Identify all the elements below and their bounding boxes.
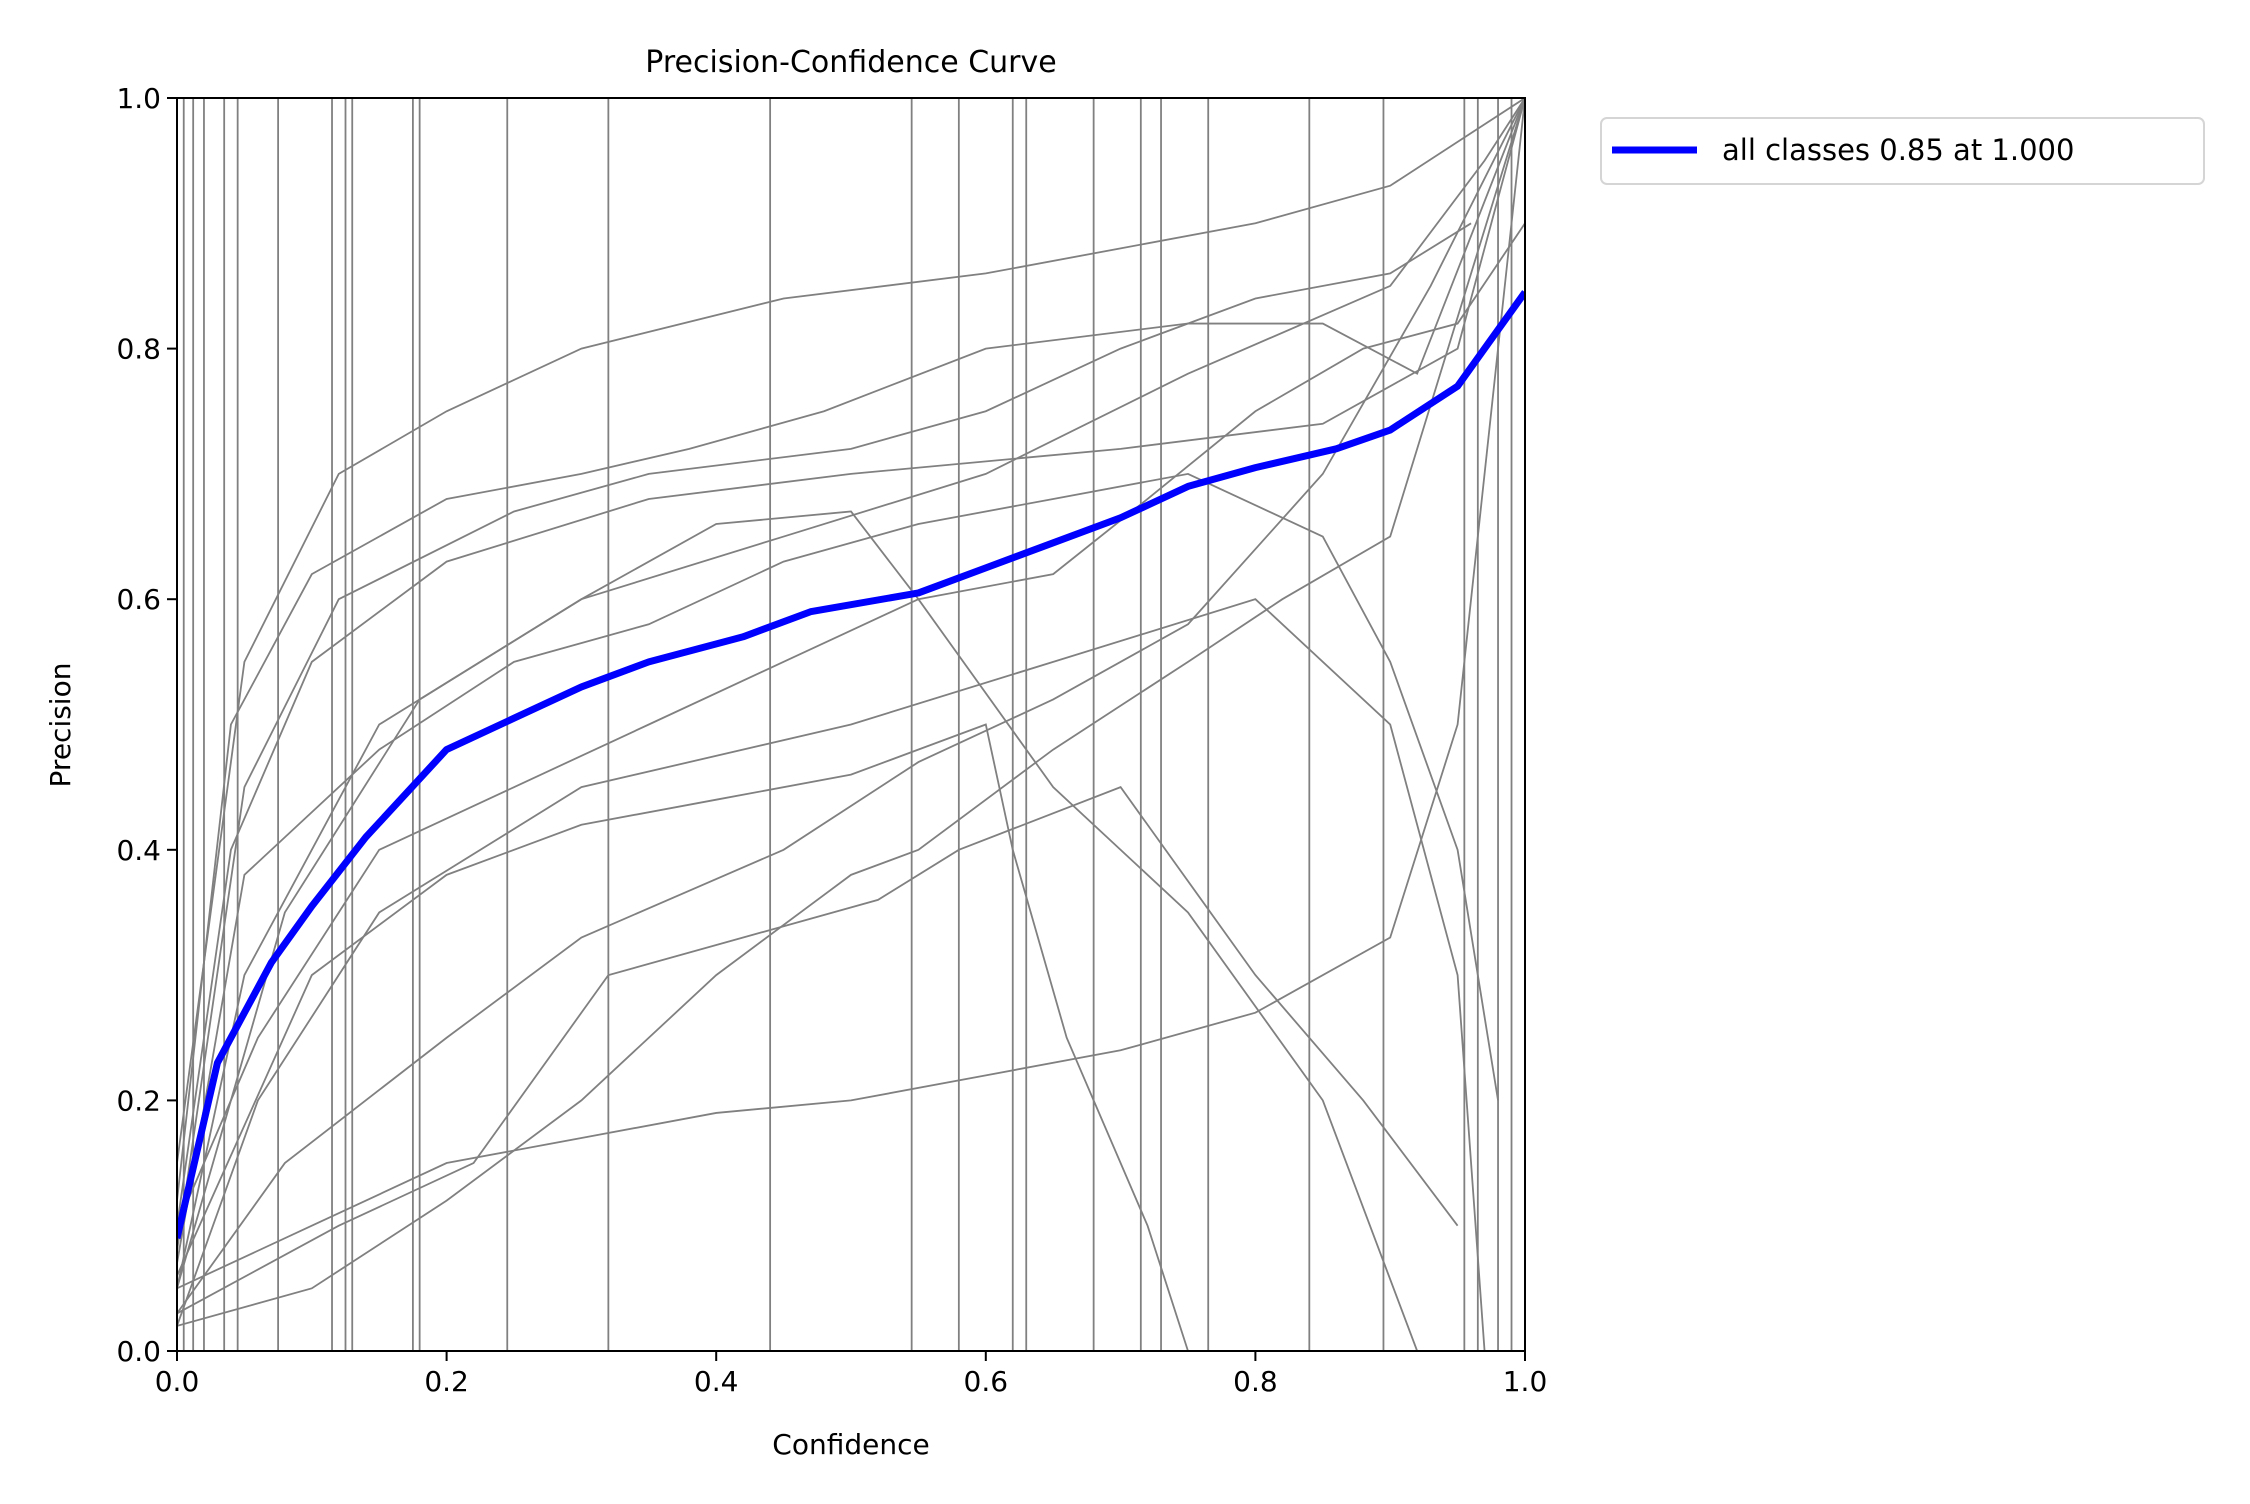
legend-label-all-classes: all classes 0.85 at 1.000 [1722, 133, 2074, 167]
class-curve-8 [177, 98, 1525, 1327]
plot-area [177, 98, 1525, 1351]
class-curve-1 [177, 98, 1525, 1226]
class-curve-5 [177, 98, 1525, 1314]
y-tick-label-2: 0.4 [116, 834, 161, 867]
class-curve-13 [177, 472, 1499, 1264]
y-tick-label-0: 0.0 [116, 1335, 161, 1368]
all-classes-curve [177, 290, 1525, 1240]
class-curve-12 [177, 786, 1459, 1315]
class-curve-3 [177, 98, 1525, 1290]
y-tick-label-4: 0.8 [116, 333, 161, 366]
x-tick-label-2: 0.4 [694, 1365, 739, 1398]
class-curve-7 [177, 222, 1472, 1251]
class-curve-9 [177, 222, 1525, 1227]
class-curve-0 [177, 98, 1525, 1289]
x-tick-label-0: 0.0 [155, 1365, 200, 1398]
axes-frame [176, 97, 1526, 1352]
class-curve-4 [177, 98, 1525, 1164]
x-tick-label-4: 0.8 [1233, 1365, 1278, 1398]
class-curve-11 [177, 98, 1525, 1201]
y-tick-label-5: 1.0 [116, 82, 161, 115]
x-tick-label-3: 0.6 [964, 1365, 1009, 1398]
axis-ticks: 0.0 0.2 0.4 0.6 0.8 1.0 0.0 0.2 0.4 0.6 0.8 1.0 [116, 82, 1547, 1398]
x-axis-label: Confidence [772, 1428, 929, 1461]
y-axis-label: Precision [44, 663, 77, 788]
legend: all classes 0.85 at 1.000 [1600, 117, 2205, 185]
class-curve-2 [177, 598, 1486, 1351]
x-tick-label-5: 1.0 [1503, 1365, 1548, 1398]
legend-box [1600, 117, 2205, 185]
y-tick-label-1: 0.2 [116, 1084, 161, 1117]
class-curve-6 [177, 510, 1419, 1351]
chart-title: Precision-Confidence Curve [645, 45, 1056, 80]
class-curve-10 [177, 723, 1189, 1351]
y-tick-label-3: 0.6 [116, 583, 161, 616]
x-tick-label-1: 0.2 [424, 1365, 469, 1398]
